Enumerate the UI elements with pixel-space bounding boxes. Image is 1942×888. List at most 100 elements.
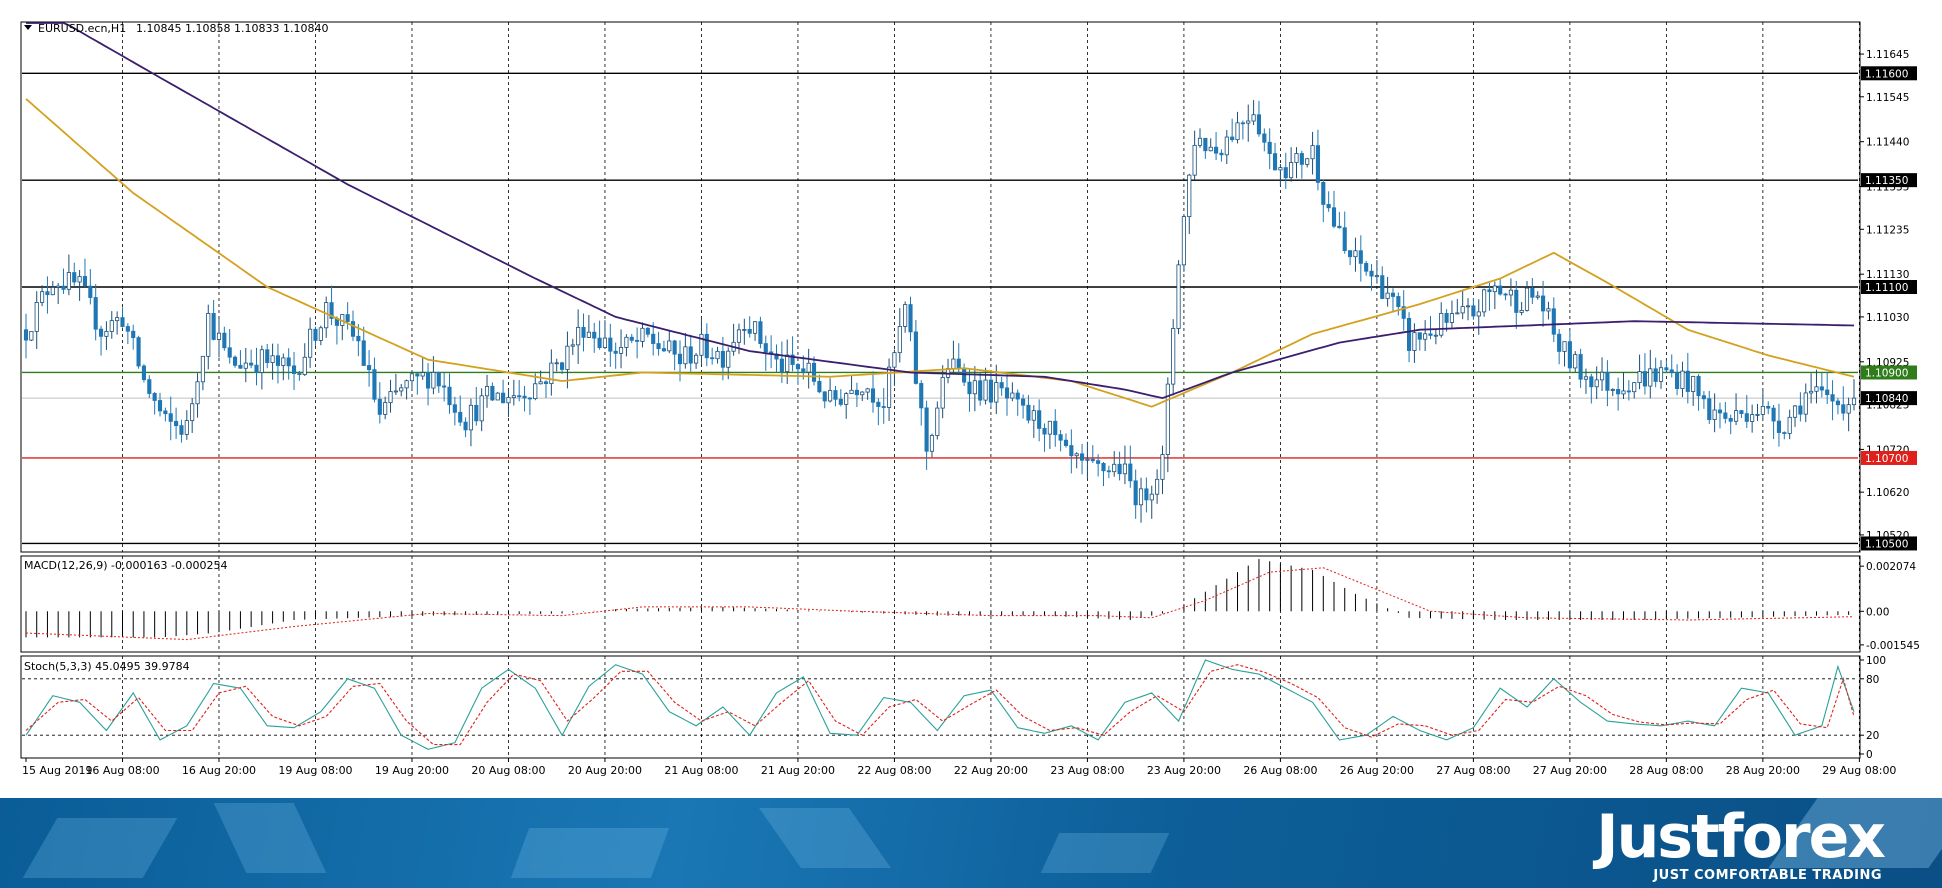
candle-body — [1256, 114, 1262, 135]
candle-body — [1165, 383, 1170, 455]
candle-body — [543, 381, 549, 385]
candle-body — [817, 380, 822, 393]
candle — [1658, 360, 1664, 389]
candle-body — [1658, 367, 1664, 382]
candle — [908, 296, 913, 342]
candle-body — [1138, 488, 1144, 506]
candle — [581, 313, 586, 352]
candle — [1455, 299, 1460, 315]
candle — [1439, 302, 1444, 338]
trading-chart[interactable]: 1.116451.115451.114401.113351.112351.111… — [0, 0, 1942, 798]
candle — [1707, 390, 1712, 424]
candle — [533, 373, 538, 401]
candle-body — [1642, 371, 1647, 387]
candle-body — [1701, 395, 1706, 400]
candle — [1573, 351, 1578, 373]
candle-body — [586, 331, 591, 338]
candle-body — [1519, 309, 1524, 313]
chevron-down-icon[interactable] — [24, 25, 32, 30]
candle-body — [699, 333, 704, 356]
candle — [1047, 420, 1052, 449]
candle-body — [1294, 153, 1299, 163]
level-label-box — [1861, 365, 1917, 380]
candle — [527, 397, 532, 415]
candle-body — [1524, 287, 1530, 311]
candle — [179, 419, 184, 443]
price-tick-label: 1.11030 — [1866, 312, 1909, 324]
candle — [88, 269, 93, 305]
candle — [1155, 469, 1160, 504]
candle — [1669, 354, 1674, 378]
candle-body — [1299, 153, 1304, 165]
candle — [104, 321, 109, 350]
price-tick-label: 1.11235 — [1866, 224, 1909, 236]
candle — [291, 352, 297, 390]
candle — [1203, 137, 1208, 159]
candle-body — [1567, 341, 1572, 369]
candle-body — [801, 368, 806, 373]
candle-body — [372, 369, 377, 400]
candle — [1117, 451, 1122, 481]
candle — [929, 433, 935, 458]
candle — [420, 356, 425, 380]
candle — [275, 343, 281, 384]
candle-body — [56, 285, 61, 288]
candle-body — [356, 335, 361, 342]
candle — [1240, 120, 1245, 140]
candle — [629, 333, 634, 344]
candle — [1364, 260, 1369, 276]
candle-body — [1112, 463, 1117, 473]
candle — [560, 361, 565, 374]
candle-body — [1133, 480, 1138, 506]
candle — [1637, 354, 1642, 390]
candle-body — [1583, 376, 1589, 380]
candle — [1503, 292, 1508, 301]
candle-body — [34, 302, 39, 332]
candle — [436, 371, 441, 393]
candle-body — [951, 358, 956, 369]
candle — [1026, 395, 1031, 424]
candle-body — [1197, 137, 1203, 146]
candle — [125, 323, 130, 345]
candle — [163, 407, 168, 422]
candle — [1294, 147, 1299, 179]
candle-body — [1037, 410, 1042, 429]
candle — [1187, 173, 1192, 235]
moving-averages — [25, 22, 1855, 408]
candle — [388, 379, 393, 413]
candle — [833, 385, 838, 407]
candle — [677, 340, 683, 382]
candle-body — [677, 353, 683, 365]
candle-body — [1632, 382, 1637, 393]
candle — [747, 316, 752, 338]
candle — [1331, 190, 1337, 229]
candle-body — [1353, 250, 1358, 258]
candle-body — [174, 420, 179, 427]
candle — [1224, 130, 1229, 164]
candle-body — [1696, 376, 1701, 397]
candle-body — [694, 354, 699, 364]
candle-body — [490, 385, 495, 401]
candle-body — [1717, 409, 1723, 414]
candle — [211, 299, 216, 341]
candle-body — [1235, 122, 1240, 141]
candle — [935, 401, 940, 440]
candle — [1004, 372, 1010, 416]
candle — [715, 346, 720, 364]
candle-body — [844, 393, 849, 405]
candle-body — [468, 404, 474, 431]
price-tick-label: 1.10620 — [1866, 487, 1909, 499]
candle-body — [1364, 262, 1369, 272]
candle — [222, 326, 227, 351]
candle — [297, 370, 302, 381]
candle — [565, 331, 570, 389]
stoch-main-line — [25, 659, 1855, 750]
candle — [924, 400, 929, 470]
candle-body — [1465, 305, 1471, 308]
candle — [1348, 250, 1353, 266]
brand-footer: Justforex JUST COMFORTABLE TRADING — [0, 798, 1942, 888]
candle-body — [726, 350, 731, 368]
candle-body — [592, 331, 597, 339]
candle — [1385, 276, 1390, 307]
candle — [1541, 280, 1546, 327]
